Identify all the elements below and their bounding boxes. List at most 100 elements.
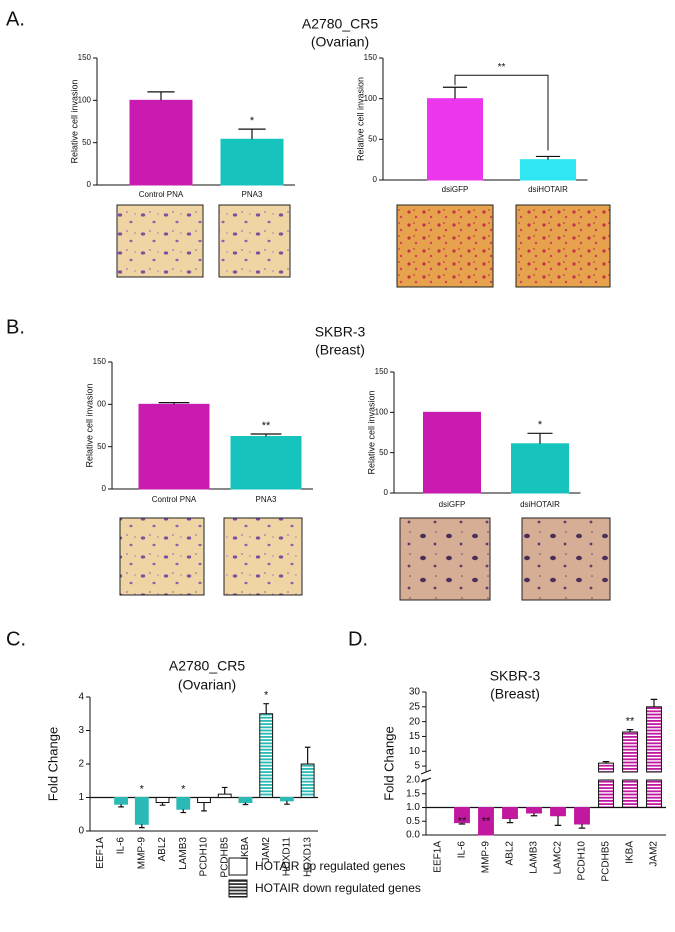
- x-tick-label: PCDHB5: [601, 841, 612, 882]
- bar: [300, 763, 315, 798]
- micrograph: [515, 204, 611, 288]
- y-tick-label: 0: [384, 488, 389, 497]
- y-tick-label: 50: [368, 134, 377, 143]
- y-tick-label: 25: [409, 701, 421, 712]
- x-tick-label: Control PNA: [139, 190, 184, 199]
- x-tick-label: dsiHOTAIR: [528, 185, 568, 194]
- significance: *: [181, 783, 186, 795]
- y-tick-label: 00: [97, 399, 106, 408]
- bar: [423, 411, 481, 494]
- y-tick-label: 0: [102, 484, 107, 493]
- error-bar: [442, 86, 468, 99]
- error-bar: [506, 818, 514, 824]
- y-tick-label: 1.0: [406, 802, 420, 813]
- error-bar: [201, 802, 207, 812]
- y-tick-label: 100: [375, 407, 389, 416]
- bracket-label: **: [498, 62, 506, 73]
- bar: [134, 797, 149, 825]
- y-tick-label: 0: [373, 175, 378, 184]
- x-tick-label: PCDH10: [577, 841, 588, 881]
- x-tick-label: PCDHB5: [219, 837, 230, 878]
- y-tick-label: 15: [409, 731, 421, 742]
- bar: [197, 797, 211, 804]
- bar: [478, 807, 494, 836]
- y-tick-label: 0.5: [406, 816, 420, 827]
- panel-subtitle: (Breast): [490, 686, 540, 702]
- error-bar: [602, 761, 610, 764]
- y-tick-label: 2: [78, 759, 84, 770]
- error-bar: [263, 703, 270, 714]
- panel-label: C.: [6, 628, 26, 650]
- bar: [511, 443, 569, 494]
- error-bar: [180, 809, 187, 814]
- error-bar: [527, 432, 553, 444]
- significance: *: [140, 783, 145, 795]
- x-tick-label: EEF1A: [433, 841, 444, 873]
- significance: **: [458, 815, 467, 827]
- y-tick-label: 5: [414, 761, 420, 772]
- y-axis-label: Relative cell invasion: [69, 79, 79, 163]
- bar: [550, 807, 566, 817]
- y-tick-label: 10: [409, 746, 421, 757]
- y-tick-label: 0: [78, 826, 84, 837]
- error-bar: [554, 815, 562, 826]
- bar: [129, 99, 193, 186]
- y-axis-label: Fold Change: [381, 726, 396, 800]
- x-tick-label: dsiGFP: [439, 500, 466, 509]
- panel-label: D.: [348, 628, 368, 650]
- x-tick-label: dsiHOTAIR: [520, 500, 560, 509]
- x-tick-label: PNA3: [242, 190, 263, 199]
- axis-break: [420, 769, 432, 775]
- chart: 0.0 0.5 1.0 1.5 2.0 5 10 15 20 25 30 Fold Change EEF…: [381, 687, 666, 882]
- micrograph: [218, 204, 291, 278]
- panel-subtitle: (Ovarian): [311, 34, 369, 50]
- significance: **: [262, 420, 271, 432]
- chart: 0 50 100 150 Relative cell invasion dsiGFP dsi…: [355, 53, 588, 194]
- x-tick-label: JAM2: [261, 837, 272, 863]
- x-tick-label: JAM2: [649, 841, 660, 867]
- y-axis-label: Relative cell invasion: [84, 383, 94, 467]
- bar: [220, 138, 284, 186]
- x-tick-label: LAMB3: [529, 841, 540, 874]
- panel-subtitle: (Breast): [315, 342, 365, 358]
- micrograph: [399, 517, 491, 601]
- micrographs: [116, 204, 611, 601]
- bar: [238, 797, 253, 804]
- x-tick-label: ABL2: [157, 837, 168, 862]
- chart: 0 50 00 150 Relative cell invasion Control PN…: [84, 357, 313, 504]
- panel-label: B.: [6, 316, 25, 338]
- error-bar: [242, 802, 249, 806]
- y-tick-label: 150: [93, 357, 107, 366]
- bar: [574, 807, 590, 825]
- bar: [427, 98, 483, 181]
- error-bar: [530, 813, 538, 817]
- bar: [279, 797, 294, 802]
- significance: *: [538, 419, 543, 431]
- y-tick-label: 1: [78, 792, 84, 803]
- y-tick-label: 50: [379, 448, 388, 457]
- x-tick-label: IKBA: [625, 841, 636, 864]
- y-tick-label: 50: [97, 442, 106, 451]
- bar: [155, 797, 170, 804]
- panel-title: SKBR-3: [315, 324, 366, 340]
- x-tick-label: dsiGFP: [442, 185, 469, 194]
- y-tick-label: 1.5: [406, 788, 420, 799]
- error-bar: [578, 824, 586, 829]
- bar: [598, 762, 614, 773]
- chart: 0 50 100 150 Relative cell invasion dsiGFP * ds…: [366, 367, 581, 509]
- y-tick-label: 0.0: [406, 830, 420, 841]
- significance: *: [264, 690, 269, 702]
- y-axis-label: Fold Change: [45, 727, 60, 801]
- x-tick-label: MMP-9: [136, 837, 147, 870]
- y-tick-label: 100: [78, 95, 92, 104]
- y-tick-label: 30: [409, 687, 421, 698]
- error-bar: [159, 802, 166, 806]
- micrograph: [396, 204, 494, 288]
- x-tick-label: IKBA: [240, 837, 251, 860]
- x-tick-label: LAMC2: [553, 841, 564, 875]
- error-bar: [118, 804, 124, 808]
- bar: [622, 731, 638, 773]
- legend-label: HOTAIR down regulated genes: [255, 881, 421, 895]
- x-tick-label: IL-6: [116, 837, 127, 855]
- x-tick-label: HOXD13: [302, 837, 313, 877]
